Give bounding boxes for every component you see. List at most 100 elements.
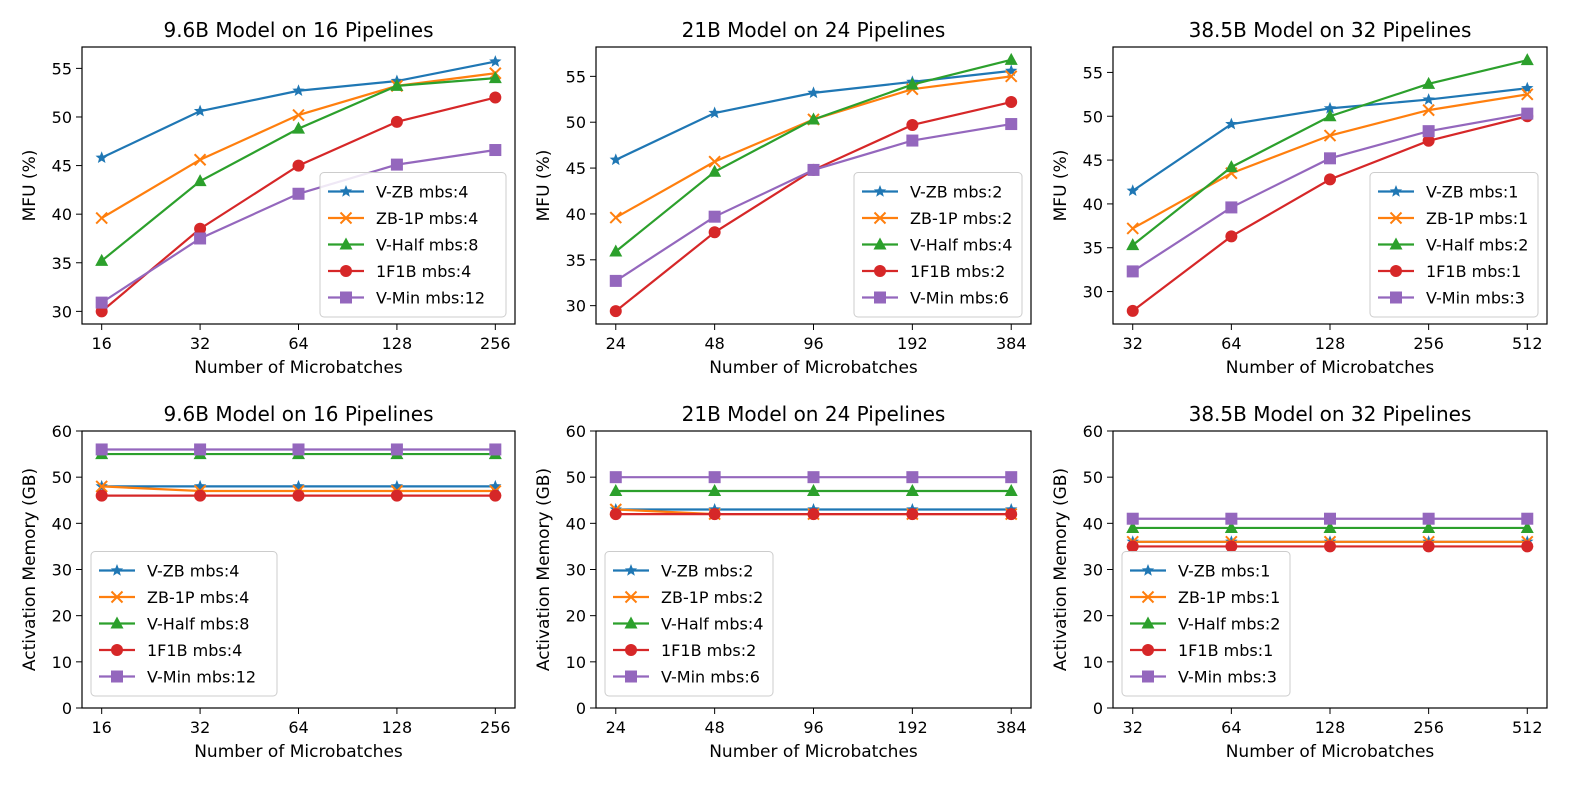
legend-marker [111, 670, 123, 683]
data-point [95, 480, 108, 493]
data-point [1520, 520, 1534, 533]
y-tick-label: 55 [566, 67, 586, 86]
x-axis-label: Number of Microbatches [709, 358, 918, 378]
data-point [609, 211, 622, 224]
data-point [95, 151, 108, 164]
data-point [1422, 540, 1435, 553]
legend-label: ZB-1P mbs:1 [1426, 209, 1528, 228]
legend-entry: V-Min mbs:6 [862, 289, 1009, 308]
series-v-min [609, 118, 1018, 287]
series-1f1b [95, 489, 502, 502]
data-point [807, 112, 820, 125]
x-tick-label: 512 [1512, 718, 1543, 737]
legend-marker [1390, 291, 1402, 304]
data-point [292, 121, 305, 134]
legend-entry: V-Min mbs:12 [328, 289, 485, 308]
legend-marker [874, 291, 886, 304]
plot-frame [595, 46, 1032, 325]
x-axis-label: Number of Microbatches [1226, 358, 1435, 378]
data-point [1225, 540, 1238, 553]
legend-entry: V-Half mbs:4 [613, 615, 763, 634]
y-tick-label: 40 [52, 205, 72, 224]
y-tick-label: 10 [52, 653, 72, 672]
y-tick-label: 30 [1083, 561, 1103, 580]
data-point [390, 489, 403, 502]
y-tick-label: 0 [62, 699, 72, 718]
chart-title: 38.5B Model on 32 Pipelines [1189, 402, 1472, 426]
data-point [489, 443, 502, 456]
y-tick-label: 45 [52, 157, 72, 176]
legend-marker [339, 237, 353, 250]
y-tick-label: 30 [52, 302, 72, 321]
plot-frame [81, 430, 516, 709]
data-point [1324, 152, 1336, 165]
legend-entry: ZB-1P mbs:4 [328, 209, 478, 228]
legend-entry: V-ZB mbs:1 [1130, 562, 1270, 581]
y-tick-label: 55 [52, 59, 72, 78]
x-tick-label: 64 [288, 718, 308, 737]
legend-label: 1F1B mbs:2 [910, 262, 1005, 281]
legend-entry: V-Min mbs:3 [1130, 668, 1277, 687]
legend-frame [604, 551, 774, 697]
data-point [1323, 101, 1337, 114]
data-point [1126, 222, 1139, 235]
data-point [1520, 53, 1534, 66]
data-point [1005, 471, 1018, 484]
legend-marker [1141, 590, 1155, 604]
x-tick-label: 64 [1221, 718, 1241, 737]
x-axis-label: Number of Microbatches [194, 742, 403, 762]
data-point [1422, 512, 1435, 525]
legend-frame [1121, 551, 1291, 697]
y-tick-label: 30 [566, 297, 586, 316]
legend-marker [1390, 265, 1402, 277]
legend-marker [111, 644, 123, 656]
legend: V-ZB mbs:1 ZB-1P mbs:1 V-Half mbs:2 1F1B mb… [1369, 172, 1539, 318]
data-point [1224, 160, 1238, 173]
legend-marker [1389, 185, 1403, 197]
series-v-half [1126, 53, 1534, 251]
data-point [292, 159, 305, 172]
data-point [708, 155, 721, 168]
legend-label: 1F1B mbs:1 [1426, 262, 1521, 281]
y-axis-label: Activation Memory (GB) [20, 468, 40, 671]
data-point [1521, 81, 1534, 94]
legend-entry: V-Half mbs:8 [328, 236, 478, 255]
legend-marker [1141, 564, 1155, 576]
legend-entry: V-ZB mbs:4 [328, 183, 468, 202]
legend-marker [1141, 616, 1155, 629]
legend-label: V-ZB mbs:4 [147, 562, 239, 581]
chart-title: 21B Model on 24 Pipelines [682, 402, 946, 426]
legend-marker [1389, 237, 1403, 250]
series-v-half [1126, 520, 1534, 533]
data-point [194, 489, 207, 502]
x-tick-label: 24 [606, 718, 626, 737]
legend-label: V-Min mbs:3 [1426, 289, 1525, 308]
y-tick-label: 60 [1083, 422, 1103, 441]
legend-label: ZB-1P mbs:4 [147, 588, 249, 607]
data-point [1005, 118, 1018, 131]
data-point [1323, 129, 1337, 142]
legend-marker [624, 616, 638, 629]
legend: V-ZB mbs:2 ZB-1P mbs:2 V-Half mbs:4 1F1B mb… [853, 172, 1023, 318]
y-tick-label: 40 [566, 205, 586, 224]
legend-entry: V-Min mbs:12 [99, 668, 256, 687]
y-tick-label: 30 [52, 561, 72, 580]
data-point [1324, 512, 1336, 525]
series-zb-1p [1126, 88, 1534, 235]
y-tick-label: 20 [52, 607, 72, 626]
data-point [1422, 134, 1435, 147]
data-point [609, 305, 622, 318]
legend-marker [339, 211, 353, 225]
legend-marker [110, 616, 124, 629]
y-tick-label: 30 [566, 561, 586, 580]
y-tick-label: 55 [1083, 63, 1103, 82]
data-point [1225, 230, 1238, 243]
x-tick-label: 24 [606, 334, 626, 353]
data-point [1422, 125, 1435, 138]
x-tick-label: 384 [996, 334, 1027, 353]
series-v-min [1126, 107, 1534, 278]
legend-label: ZB-1P mbs:2 [661, 588, 763, 607]
y-tick-label: 50 [52, 108, 72, 127]
series-v-min [609, 471, 1018, 484]
x-tick-label: 256 [480, 334, 511, 353]
